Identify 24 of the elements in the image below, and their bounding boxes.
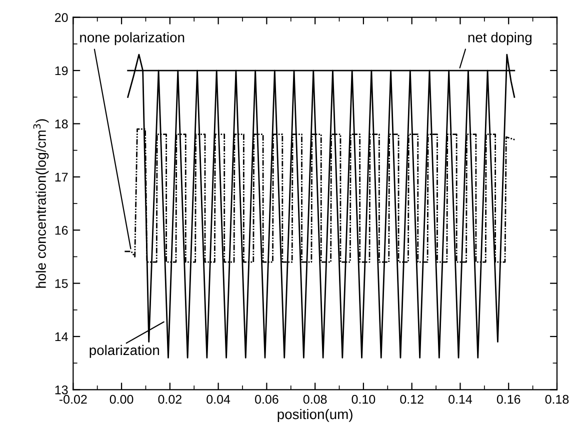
y-tick-label: 15 (55, 279, 68, 288)
y-tick-label: 18 (55, 120, 68, 128)
x-tick-label: 0.10 (352, 394, 376, 404)
x-tick-label: 0.00 (110, 394, 134, 404)
y-tick-label: 19 (55, 66, 68, 76)
y-tick-label: 13 (55, 386, 68, 394)
annotation: none polarization (80, 32, 184, 46)
x-tick-label: 0.14 (448, 394, 472, 404)
annotation: polarization (90, 344, 160, 358)
x-tick-label: 0.12 (400, 394, 424, 404)
x-tick-label: 0.06 (255, 394, 278, 404)
x-tick-label: 0.02 (158, 394, 182, 404)
x-tick-label: 0.04 (206, 394, 230, 404)
y-tick-label: 14 (55, 332, 68, 342)
x-tick-label: 0.08 (303, 394, 327, 404)
x-tick-label: -0.02 (59, 394, 87, 404)
x-tick-label: 0.18 (545, 394, 569, 404)
y-axis-title: hole concentration(log/cm$^{3}$) (33, 119, 49, 288)
annotation: net doping (468, 32, 532, 46)
x-axis-title: position(um) (278, 408, 352, 422)
y-tick-label: 20 (55, 13, 68, 22)
x-tick-label: 0.16 (496, 394, 520, 404)
y-tick-label: 17 (55, 172, 68, 182)
y-tick-label: 16 (55, 226, 68, 235)
